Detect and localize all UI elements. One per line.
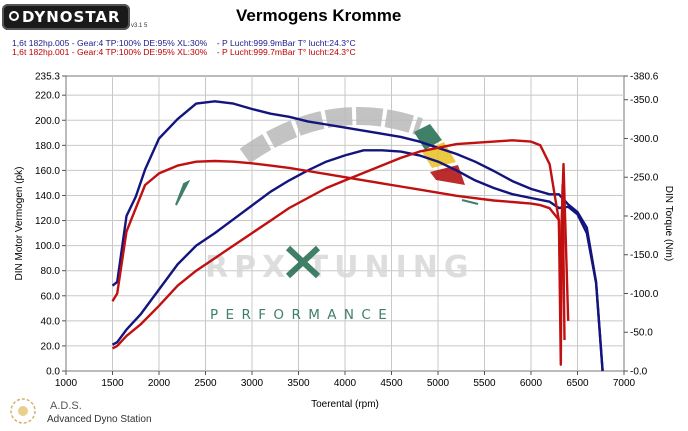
ads-subtitle: Advanced Dyno Station	[47, 414, 152, 425]
y2-tick-label: -350.0	[630, 95, 659, 106]
x-tick-label: 5000	[427, 378, 450, 389]
watermark-performance-text: PERFORMANCE	[210, 307, 394, 323]
gauge-needle-left	[175, 179, 191, 206]
x-tick-label: 3000	[241, 378, 264, 389]
x-tick-label: 6500	[566, 378, 589, 389]
y2-tick-label: -250.0	[630, 173, 659, 184]
y2-tick-label: -50.0	[630, 328, 653, 339]
watermark-x-mark	[285, 245, 321, 279]
y-tick-label: 235.3	[35, 72, 60, 83]
y-tick-label: 220.0	[35, 91, 60, 102]
gauge-arc	[239, 107, 424, 164]
logo-text: DYNOSTAR	[22, 8, 121, 26]
y-axis-label: DIN Motor Vermogen (pk)	[14, 167, 25, 281]
series-line-torque-run1	[111, 100, 604, 372]
run-info-1: 1,6t 182hp.005 - Gear:4 TP:100% DE:95% X…	[12, 38, 356, 48]
y-tick-label: 20.0	[41, 341, 61, 352]
y2-tick-label: -380.6	[630, 72, 659, 83]
watermark-tuning-text: RPX TUNING	[205, 250, 475, 285]
y-tick-label: 140.0	[35, 191, 60, 202]
y2-tick-label: -200.0	[630, 211, 659, 222]
x-tick-label: 6000	[520, 378, 543, 389]
x-tick-label: 1000	[55, 378, 78, 389]
y-tick-label: 100.0	[35, 241, 60, 252]
y2-axis-label: DIN Torque (Nm)	[663, 186, 674, 261]
run-info-2: 1,6t 182hp.001 - Gear:4 TP:100% DE:95% X…	[12, 47, 356, 57]
x-tick-label: 5500	[473, 378, 496, 389]
x-axis-label: Toerental (rpm)	[311, 399, 379, 410]
y-tick-label: 200.0	[35, 116, 60, 127]
y-tick-label: 60.0	[41, 291, 61, 302]
x-tick-label: 3500	[287, 378, 310, 389]
y-tick-label: 0.0	[46, 367, 60, 378]
y2-tick-label: -150.0	[630, 250, 659, 261]
x-tick-label: 7000	[613, 378, 636, 389]
watermark: RPX TUNING PERFORMANCE	[175, 107, 479, 323]
y2-tick-label: -100.0	[630, 289, 659, 300]
y-tick-label: 180.0	[35, 141, 60, 152]
dynostar-logo-icon	[9, 11, 19, 21]
ads-logo-icon	[10, 398, 36, 424]
y-tick-label: 80.0	[41, 266, 61, 277]
series-line-torque-run2	[111, 159, 566, 341]
y-tick-label: 160.0	[35, 166, 60, 177]
chart-title: Vermogens Kromme	[236, 6, 402, 25]
dynostar-logo: DYNOSTAR	[2, 4, 130, 30]
x-tick-label: 4500	[380, 378, 403, 389]
gauge-green-segment	[414, 124, 442, 150]
x-tick-label: 1500	[101, 378, 124, 389]
series-line-power-run2	[111, 139, 570, 366]
ads-brand: A.D.S.	[50, 400, 82, 412]
x-tick-label: 4000	[334, 378, 357, 389]
y2-tick-label: -0.0	[630, 367, 648, 378]
x-tick-label: 2500	[194, 378, 217, 389]
x-tick-label: 2000	[148, 378, 171, 389]
y2-tick-label: -300.0	[630, 134, 659, 145]
y-tick-label: 120.0	[35, 216, 60, 227]
y-tick-label: 40.0	[41, 316, 61, 327]
logo-version: v3.1 5	[131, 23, 148, 29]
gauge-needle-right	[461, 199, 479, 205]
